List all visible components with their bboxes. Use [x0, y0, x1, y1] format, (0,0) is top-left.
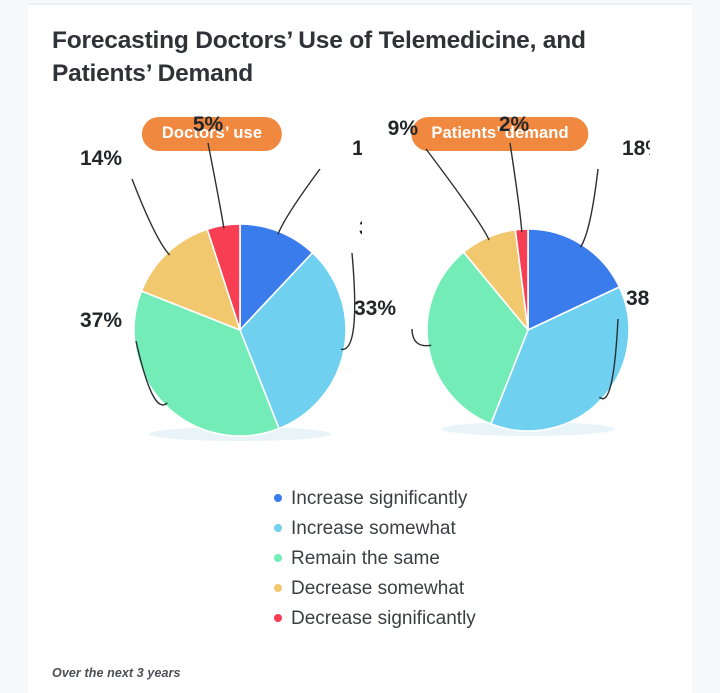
- pie-label-leader-line: [598, 318, 619, 400]
- chart-badge-doctors-use: Doctors’ use: [141, 117, 283, 151]
- pie-patients-demand: 18% 38% 33% 9% 2%: [350, 105, 650, 460]
- pie-slice-label: 2%: [499, 113, 530, 136]
- pie-doctors-use-svg: 12% 32% 37% 14% 5%: [80, 113, 362, 441]
- legend-item-label: Decrease somewhat: [291, 577, 465, 599]
- legend-swatch-icon: [274, 614, 282, 622]
- legend-swatch-icon: [274, 554, 282, 562]
- chart-patients-demand: Patients’ demand 18% 38% 33% 9% 2%: [350, 105, 650, 460]
- pie-slice-label: 12%: [352, 137, 362, 160]
- pie-label-leader-line: [135, 340, 168, 406]
- pie-slice-label: 14%: [80, 147, 122, 170]
- chart-footnote: Over the next 3 years: [52, 666, 181, 680]
- legend-item-label: Increase significantly: [291, 487, 468, 509]
- legend-swatch-icon: [274, 494, 282, 502]
- pie-label-leader-line: [411, 328, 432, 347]
- pie-slice-label: 5%: [193, 113, 224, 136]
- chart-card: Forecasting Doctors’ Use of Telemedicine…: [28, 3, 692, 693]
- legend-swatch-icon: [274, 584, 282, 592]
- pie-label-leader-line: [340, 252, 356, 351]
- pie-label-leader-line: [509, 142, 523, 233]
- legend-item: Decrease somewhat: [274, 573, 604, 603]
- pie-label-leader-line: [579, 168, 599, 248]
- pie-slice-label: 18%: [622, 137, 650, 160]
- pie-slice-label: 33%: [354, 297, 396, 320]
- pie-patients-demand-svg: 18% 38% 33% 9% 2%: [354, 113, 650, 436]
- pie-slice-label: 38%: [626, 287, 650, 310]
- legend-swatch-icon: [274, 524, 282, 532]
- legend-item: Increase somewhat: [274, 513, 604, 543]
- legend-item: Decrease significantly: [274, 603, 604, 633]
- pie-slice-label: 32%: [359, 217, 362, 240]
- charts-container: Doctors’ use 12% 32% 37% 14% 5% Patients’ de…: [28, 105, 692, 460]
- legend-item: Increase significantly: [274, 483, 604, 513]
- pie-label-leader-line: [425, 148, 490, 241]
- pie-label-leader-line: [131, 178, 171, 256]
- legend-item: Remain the same: [274, 543, 604, 573]
- chart-badge-patients-demand: Patients’ demand: [411, 117, 589, 151]
- page-title: Forecasting Doctors’ Use of Telemedicine…: [52, 27, 586, 87]
- pie-slice-label: 9%: [388, 117, 419, 140]
- chart-legend: Increase significantly Increase somewhat R…: [274, 483, 604, 633]
- pie-doctors-use: 12% 32% 37% 14% 5%: [62, 105, 362, 460]
- legend-item-label: Increase somewhat: [291, 517, 456, 539]
- pie-label-leader-line: [207, 142, 225, 229]
- pie-slice-label: 37%: [80, 309, 122, 332]
- chart-doctors-use: Doctors’ use 12% 32% 37% 14% 5%: [62, 105, 362, 460]
- legend-item-label: Remain the same: [291, 547, 440, 569]
- legend-item-label: Decrease significantly: [291, 607, 476, 629]
- pie-label-leader-line: [277, 168, 321, 235]
